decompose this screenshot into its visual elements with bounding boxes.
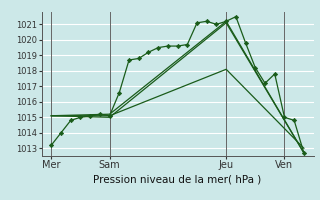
- X-axis label: Pression niveau de la mer( hPa ): Pression niveau de la mer( hPa ): [93, 174, 262, 184]
